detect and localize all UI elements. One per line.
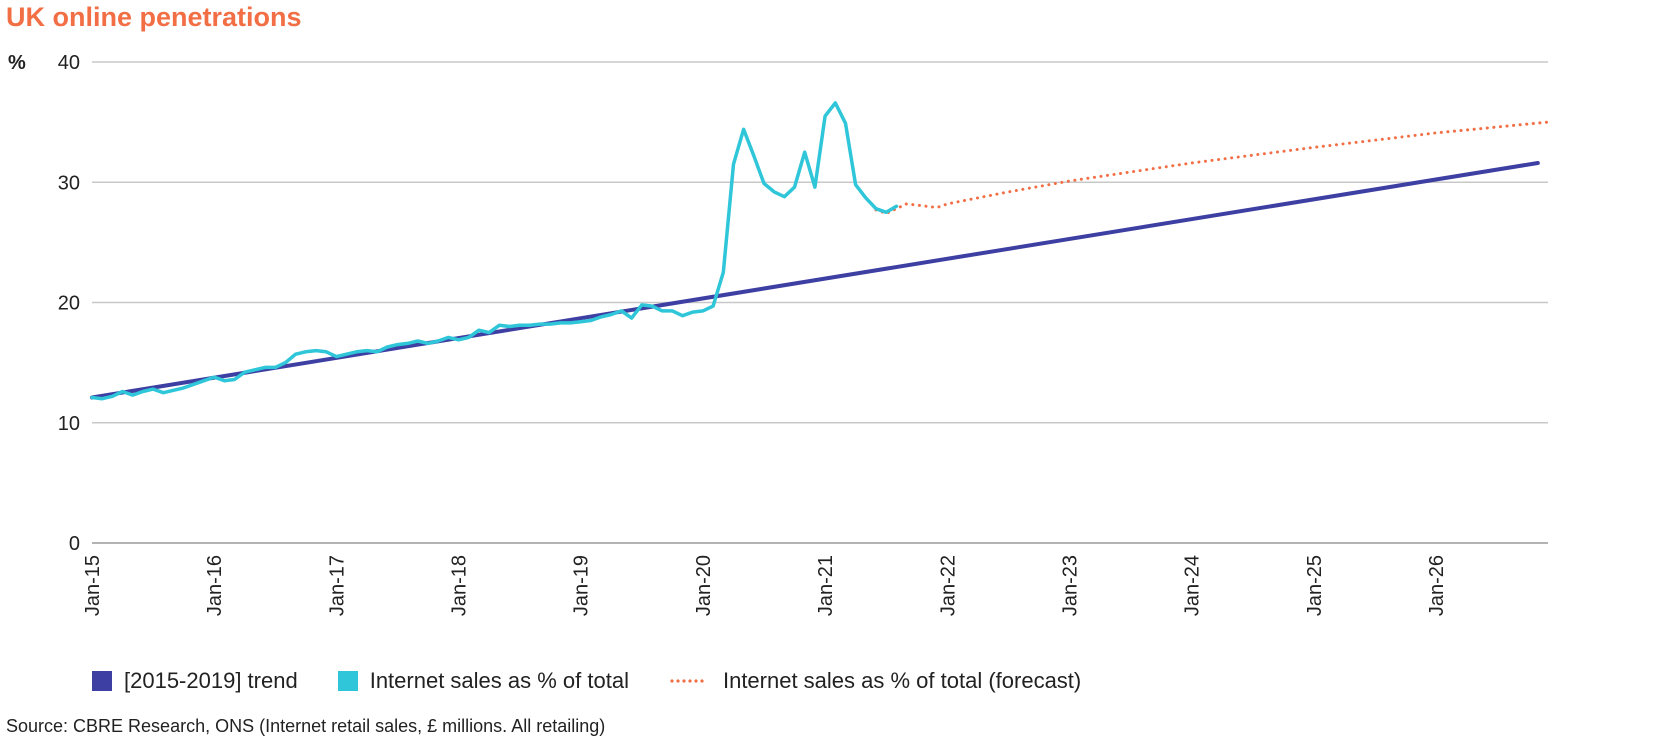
legend-item-forecast: Internet sales as % of total (forecast) xyxy=(668,668,1082,694)
x-tick-label: Jan-19 xyxy=(571,555,593,616)
legend-label-forecast: Internet sales as % of total (forecast) xyxy=(722,668,1082,693)
x-tick-label: Jan-23 xyxy=(1059,555,1081,616)
x-tick-label: Jan-15 xyxy=(82,555,104,616)
x-tick-label: Jan-18 xyxy=(449,555,471,616)
x-tick-label: Jan-16 xyxy=(204,555,226,616)
y-tick-label: 30 xyxy=(58,172,80,194)
legend-item-trend: [2015-2019] trend xyxy=(92,668,298,694)
legend-swatch-forecast xyxy=(668,679,705,683)
source-note: Source: CBRE Research, ONS (Internet ret… xyxy=(6,716,606,736)
legend-swatch-actual xyxy=(337,671,358,691)
x-tick-label: Jan-26 xyxy=(1426,555,1448,616)
legend-swatch-trend xyxy=(92,671,112,691)
x-tick-label: Jan-24 xyxy=(1182,555,1204,616)
y-tick-label: 40 xyxy=(58,52,80,74)
series-line-actual xyxy=(90,101,899,401)
y-axis-unit-label: % xyxy=(8,52,26,74)
x-tick-label: Jan-25 xyxy=(1304,555,1326,616)
series-line-forecast xyxy=(874,120,1550,215)
y-tick-label: 0 xyxy=(69,533,80,555)
series-line-trend xyxy=(90,161,1540,400)
legend-item-actual: Internet sales as % of total xyxy=(337,668,629,694)
x-tick-label: Jan-20 xyxy=(693,555,715,616)
x-tick-label: Jan-22 xyxy=(937,555,959,616)
x-tick-label: Jan-17 xyxy=(326,555,348,616)
chart-legend: [2015-2019] trend Internet sales as % of… xyxy=(92,668,1121,694)
legend-label-trend: [2015-2019] trend xyxy=(124,668,298,693)
x-tick-label: Jan-21 xyxy=(815,555,837,616)
legend-label-actual: Internet sales as % of total xyxy=(369,668,629,693)
line-chart: 0 10 20 30 40 Jan-15 Jan-16 Jan-17 Jan-18 Jan-19 J… xyxy=(58,52,1550,616)
y-tick-label: 20 xyxy=(58,293,80,315)
chart-title: UK online penetrations xyxy=(6,2,302,32)
y-tick-label: 10 xyxy=(58,413,80,435)
